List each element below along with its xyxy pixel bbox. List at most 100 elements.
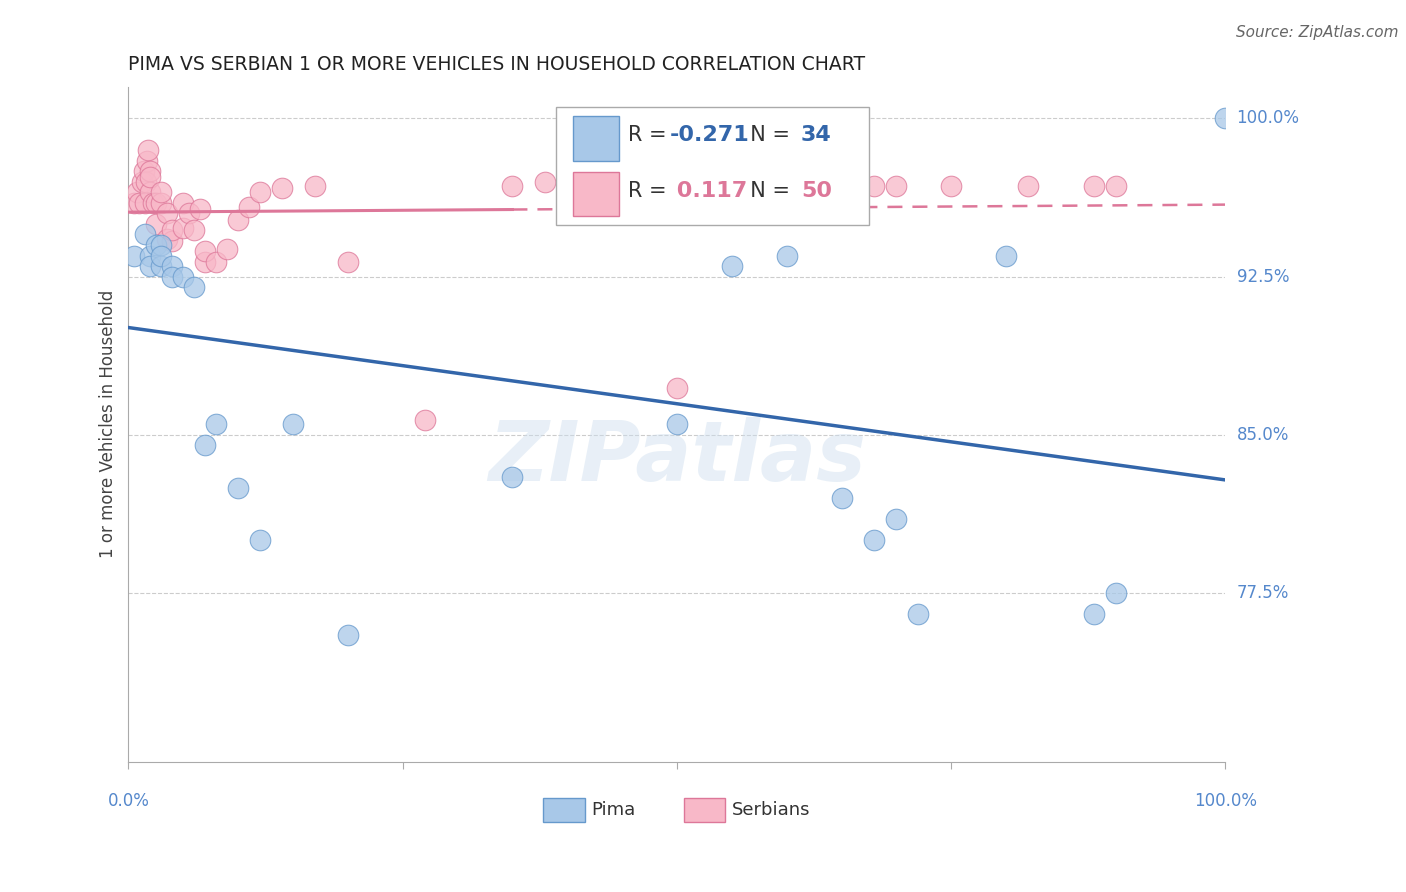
Text: Serbians: Serbians [733, 801, 810, 819]
Point [145, 217, 167, 231]
Point [132, 164, 155, 178]
Point [139, 164, 162, 178]
Point [1083, 607, 1105, 621]
Point [886, 178, 908, 193]
Text: 100.0%: 100.0% [1237, 110, 1299, 128]
Point [183, 223, 205, 237]
Point [336, 628, 359, 642]
Point [1017, 178, 1039, 193]
Point [1083, 178, 1105, 193]
Text: 85.0%: 85.0% [1237, 425, 1289, 444]
Text: -0.271: -0.271 [669, 125, 749, 145]
FancyBboxPatch shape [683, 798, 725, 822]
Point [249, 186, 271, 200]
Point [162, 223, 184, 237]
Point [336, 255, 359, 269]
Point [271, 181, 294, 195]
Text: PIMA VS SERBIAN 1 OR MORE VEHICLES IN HOUSEHOLD CORRELATION CHART: PIMA VS SERBIAN 1 OR MORE VEHICLES IN HO… [128, 55, 866, 74]
Point [162, 259, 184, 273]
Point [194, 438, 217, 452]
Point [721, 178, 744, 193]
Point [139, 170, 162, 185]
Point [886, 512, 908, 526]
Point [1105, 586, 1128, 600]
FancyBboxPatch shape [557, 107, 869, 225]
Point [172, 195, 194, 210]
Point [831, 491, 853, 505]
Point [156, 232, 179, 246]
Point [172, 221, 194, 235]
Text: R =: R = [627, 180, 673, 201]
Point [1215, 112, 1237, 126]
Point [205, 417, 228, 432]
Point [162, 234, 184, 248]
Point [226, 212, 249, 227]
Point [194, 244, 217, 259]
Point [150, 248, 173, 262]
Point [136, 143, 159, 157]
Point [145, 195, 167, 210]
Point [249, 533, 271, 548]
Point [501, 470, 523, 484]
Point [183, 280, 205, 294]
Point [134, 195, 156, 210]
Text: 50: 50 [801, 180, 832, 201]
Text: 92.5%: 92.5% [1237, 268, 1289, 285]
Point [863, 533, 886, 548]
Point [139, 248, 162, 262]
Point [863, 178, 886, 193]
Text: N =: N = [737, 125, 797, 145]
Text: Source: ZipAtlas.com: Source: ZipAtlas.com [1236, 25, 1399, 40]
Point [501, 178, 523, 193]
Point [127, 186, 149, 200]
Point [995, 248, 1018, 262]
Point [150, 259, 173, 273]
Point [139, 259, 162, 273]
Text: 0.0%: 0.0% [107, 792, 149, 810]
Point [150, 195, 173, 210]
Point [1105, 178, 1128, 193]
Text: 34: 34 [801, 125, 832, 145]
Point [135, 175, 157, 189]
Point [128, 195, 150, 210]
Point [907, 607, 929, 621]
Point [217, 242, 239, 256]
Point [721, 259, 744, 273]
FancyBboxPatch shape [572, 116, 619, 161]
Point [589, 178, 612, 193]
Point [413, 413, 436, 427]
Point [136, 153, 159, 168]
FancyBboxPatch shape [572, 171, 619, 216]
FancyBboxPatch shape [543, 798, 585, 822]
Point [194, 255, 217, 269]
Text: N =: N = [737, 180, 797, 201]
Text: 77.5%: 77.5% [1237, 584, 1289, 602]
Point [941, 178, 963, 193]
Point [281, 417, 304, 432]
Point [162, 269, 184, 284]
Point [188, 202, 211, 216]
Text: R =: R = [627, 125, 673, 145]
Text: Pima: Pima [592, 801, 636, 819]
Point [304, 178, 326, 193]
Text: 100.0%: 100.0% [1194, 792, 1257, 810]
Point [238, 200, 260, 214]
Point [776, 248, 799, 262]
Point [139, 186, 162, 200]
Point [665, 381, 688, 395]
Point [145, 238, 167, 252]
Point [172, 269, 194, 284]
Point [122, 195, 145, 210]
Y-axis label: 1 or more Vehicles in Household: 1 or more Vehicles in Household [100, 290, 117, 558]
Text: ZIPatlas: ZIPatlas [488, 417, 866, 499]
Point [122, 248, 145, 262]
Point [555, 178, 578, 193]
Point [226, 481, 249, 495]
Point [665, 417, 688, 432]
Point [150, 186, 173, 200]
Point [205, 255, 228, 269]
Point [177, 206, 200, 220]
Point [150, 238, 173, 252]
Point [776, 178, 799, 193]
Text: 0.117: 0.117 [669, 180, 748, 201]
